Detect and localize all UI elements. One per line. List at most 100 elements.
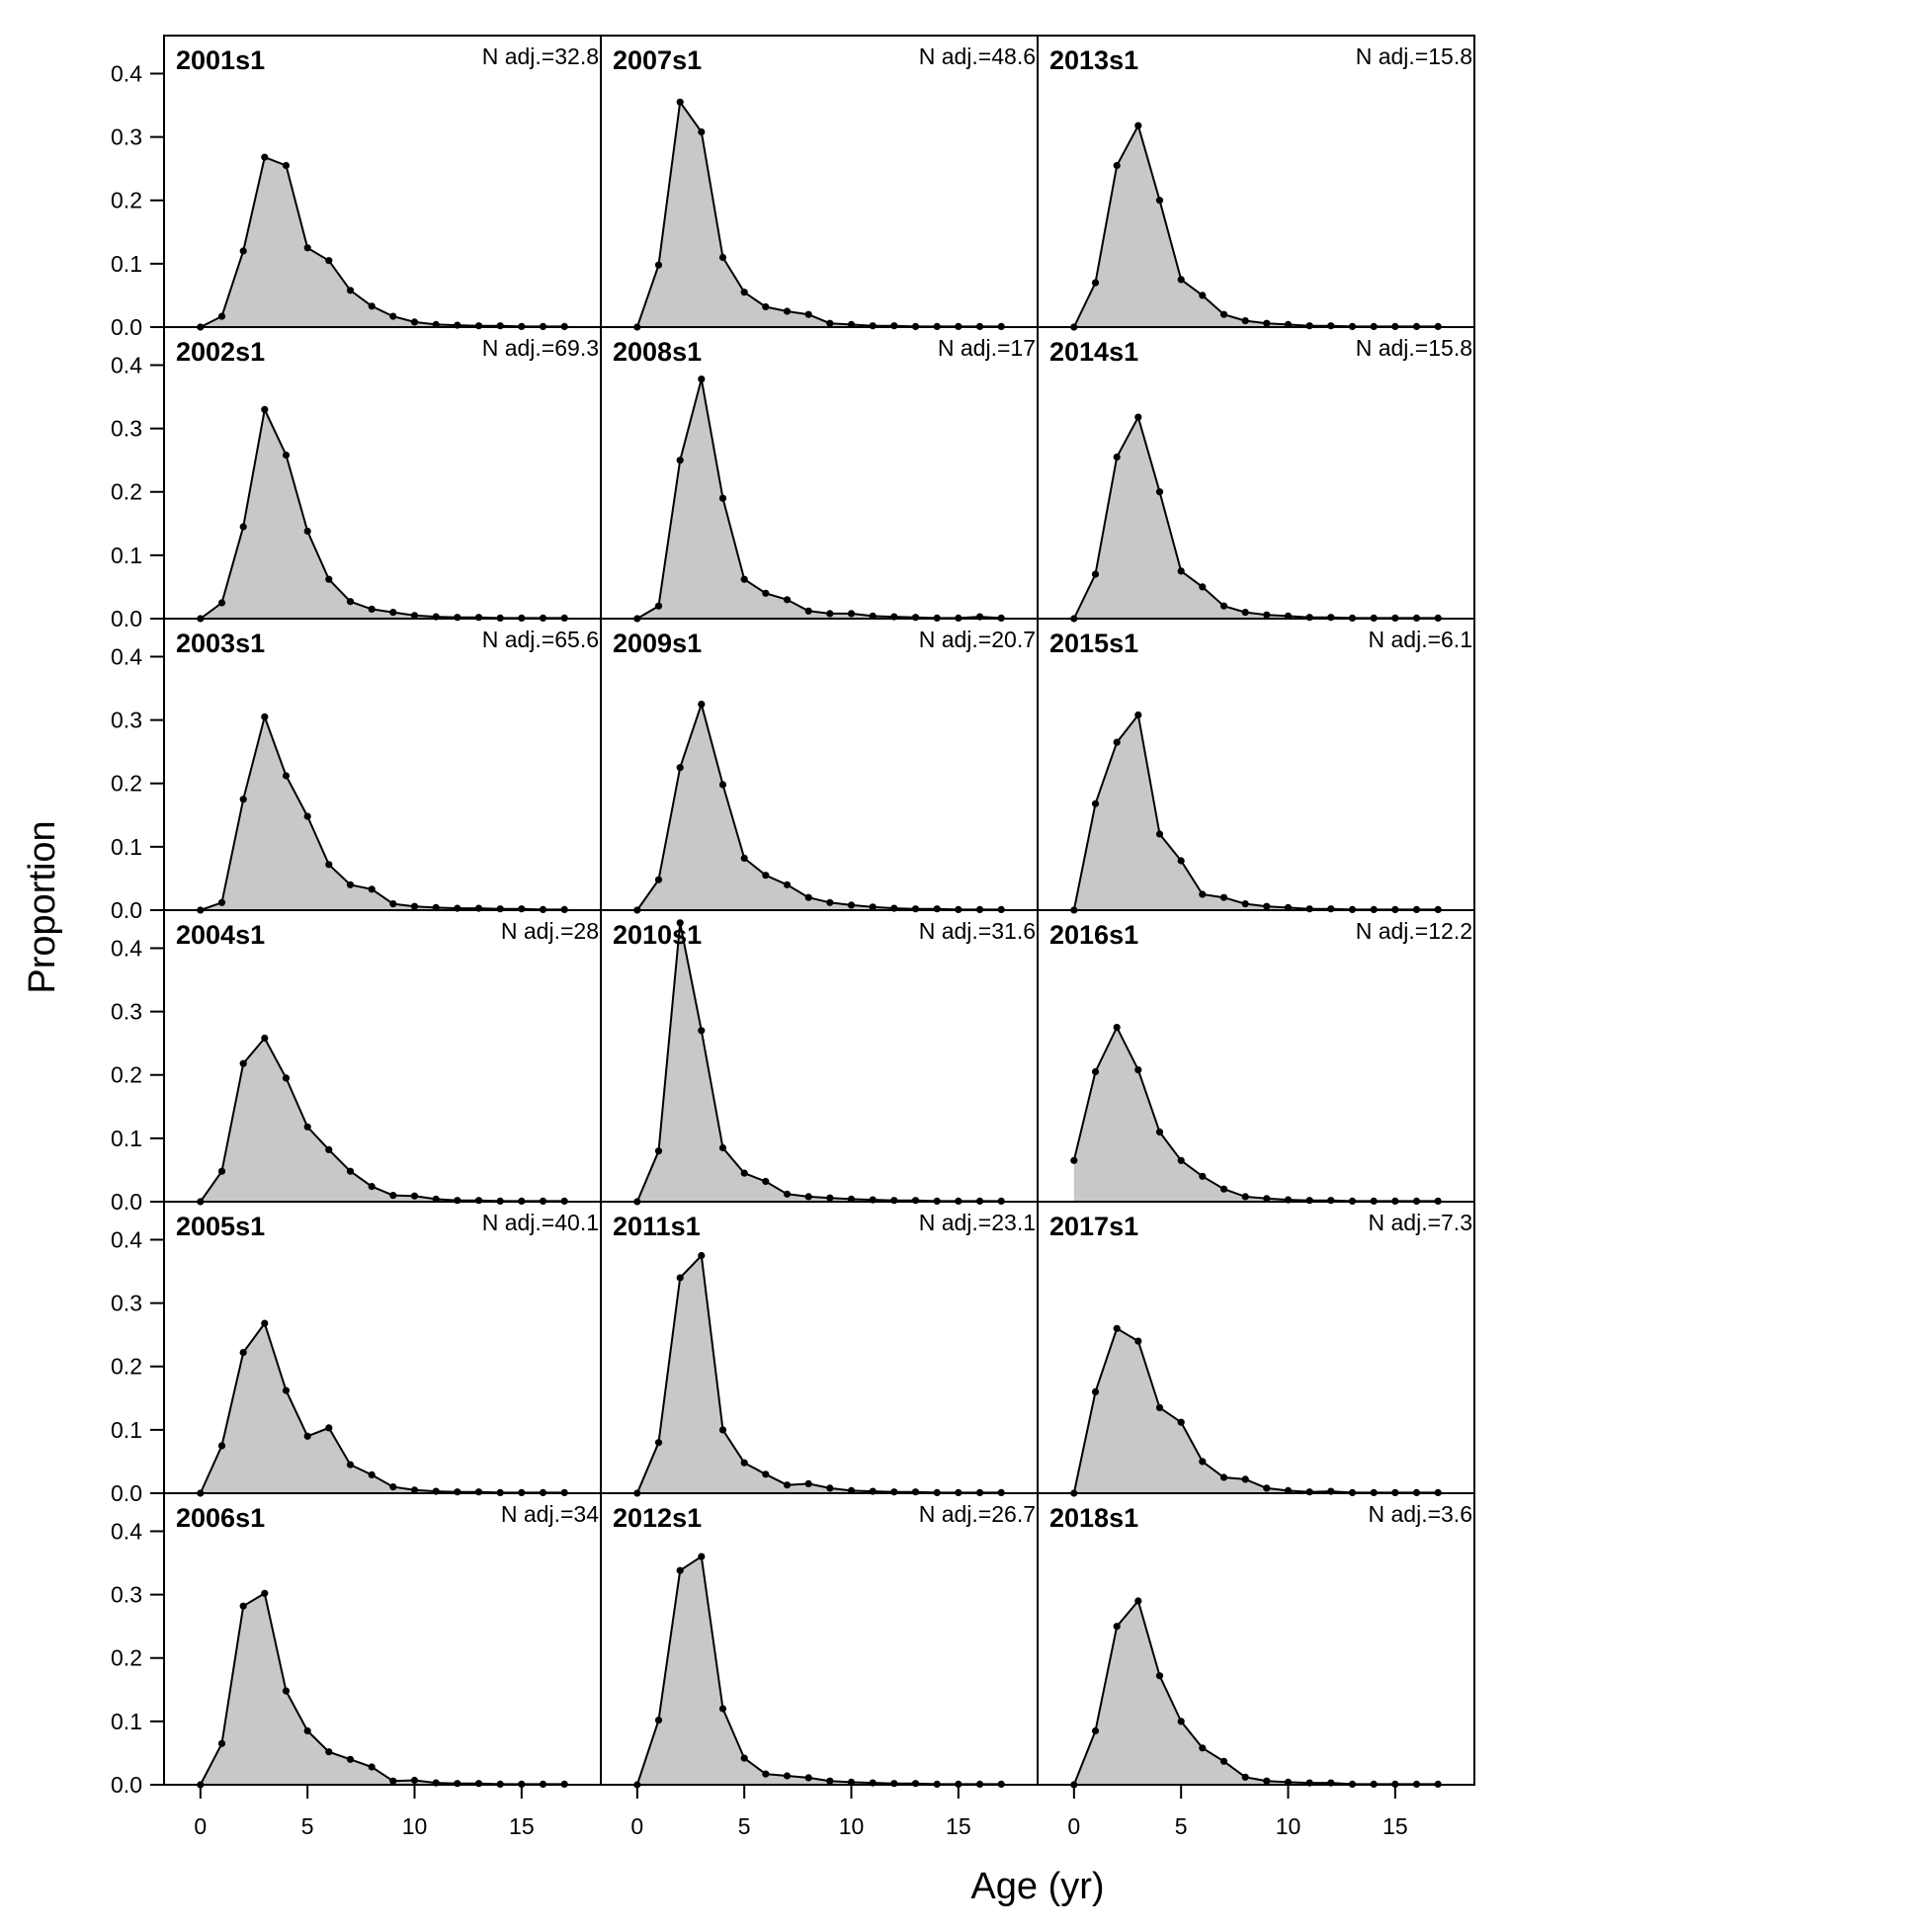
data-point-age-9 <box>826 898 834 906</box>
data-point-age-4 <box>1155 830 1164 838</box>
data-point-age-2 <box>239 1602 247 1610</box>
area-fill <box>636 378 1002 619</box>
data-point-age-7 <box>1219 893 1228 901</box>
data-point-age-2 <box>239 523 247 531</box>
n-adj-label: N adj.=69.3 <box>482 335 599 361</box>
panel-label: 2011s1 <box>613 1212 701 1241</box>
y-axis-title: Proportion <box>22 820 63 993</box>
data-point-age-8 <box>368 885 376 893</box>
y-tick-label: 0.3 <box>111 1291 142 1316</box>
panel-2016s1: 2016s1 N adj.=12.2 <box>1037 909 1475 1205</box>
data-point-age-12 <box>454 1488 461 1496</box>
data-point-age-1 <box>654 1717 663 1724</box>
data-point-age-11 <box>1305 1488 1313 1496</box>
x-tick-label: 0 <box>630 1813 643 1839</box>
panel-label: 2005s1 <box>176 1212 265 1241</box>
y-tick-label: 0.0 <box>111 1189 142 1215</box>
data-point-age-7 <box>783 596 792 604</box>
data-point-age-8 <box>1241 317 1249 325</box>
data-point-age-12 <box>890 1197 898 1205</box>
panel-label: 2016s1 <box>1049 920 1138 950</box>
panel-2003s1: 2003s1 N adj.=65.6 0.0 0.1 0.2 0.3 0.4 <box>111 618 602 923</box>
y-tick-label: 0.1 <box>111 543 142 568</box>
data-point-age-10 <box>410 1192 419 1200</box>
data-point-age-15 <box>518 905 526 913</box>
data-point-age-5 <box>740 854 748 863</box>
data-point-age-4 <box>1155 1672 1164 1680</box>
y-tick-label: 0.4 <box>111 935 142 961</box>
data-point-age-1 <box>1091 570 1100 578</box>
data-point-age-1 <box>654 602 663 610</box>
area-fill <box>1073 1328 1439 1493</box>
n-adj-label: N adj.=32.8 <box>482 43 599 69</box>
data-point-age-7 <box>783 1190 792 1198</box>
data-point-age-5 <box>1177 1718 1185 1725</box>
data-point-age-10 <box>847 901 856 909</box>
panel-2005s1: 2005s1 N adj.=40.1 0.0 0.1 0.2 0.3 0.4 <box>111 1201 602 1506</box>
data-point-age-5 <box>1177 1156 1185 1164</box>
panel-2014s1: 2014s1 N adj.=15.8 <box>1037 326 1475 623</box>
data-point-age-12 <box>890 1488 898 1496</box>
panel-2012s1: 2012s1 N adj.=26.7 0 5 10 15 <box>600 1492 1039 1839</box>
data-point-age-2 <box>676 457 684 464</box>
panel-2015s1: 2015s1 N adj.=6.1 <box>1037 618 1475 914</box>
n-adj-label: N adj.=17 <box>938 335 1036 361</box>
data-point-age-3 <box>261 153 269 161</box>
data-point-age-5 <box>303 1432 311 1440</box>
x-tick-label: 15 <box>946 1813 971 1839</box>
data-point-age-2 <box>676 1566 684 1574</box>
n-adj-label: N adj.=7.3 <box>1369 1210 1473 1235</box>
panel-label: 2004s1 <box>176 920 265 950</box>
data-point-age-4 <box>718 1143 727 1152</box>
area-fill <box>1073 417 1439 619</box>
data-point-age-7 <box>346 1755 355 1763</box>
panel-label: 2009s1 <box>613 629 702 658</box>
n-adj-label: N adj.=34 <box>501 1501 599 1527</box>
data-point-age-7 <box>783 1481 792 1489</box>
data-point-age-9 <box>826 1194 834 1202</box>
y-tick-label: 0.2 <box>111 1645 142 1671</box>
y-tick-label: 0.1 <box>111 251 142 277</box>
data-point-age-6 <box>1199 1458 1207 1466</box>
data-point-age-2 <box>239 1349 247 1357</box>
data-point-age-2 <box>676 764 684 772</box>
data-point-age-9 <box>389 609 397 617</box>
panel-2009s1: 2009s1 N adj.=20.7 <box>600 618 1039 914</box>
y-tick-label: 0.2 <box>111 1354 142 1380</box>
data-point-age-3 <box>698 1553 706 1560</box>
data-point-age-4 <box>718 1426 727 1434</box>
data-point-age-7 <box>346 287 355 294</box>
data-point-age-4 <box>282 161 291 170</box>
panel-2010s1: 2010s1 N adj.=31.6 <box>600 909 1039 1206</box>
data-point-age-4 <box>718 781 727 789</box>
data-point-age-10 <box>410 902 419 910</box>
data-point-age-3 <box>261 1319 269 1327</box>
data-point-age-13 <box>474 1780 483 1788</box>
data-point-age-11 <box>869 322 877 330</box>
data-point-age-10 <box>410 318 419 326</box>
data-point-age-11 <box>1305 322 1313 330</box>
x-tick-label: 0 <box>194 1813 207 1839</box>
data-point-age-6 <box>1199 1172 1207 1180</box>
data-point-age-7 <box>346 1167 355 1175</box>
data-point-age-7 <box>1219 1185 1228 1193</box>
x-tick-label: 10 <box>1276 1813 1301 1839</box>
data-point-age-3 <box>698 376 706 383</box>
data-point-age-3 <box>1134 122 1142 129</box>
data-point-age-12 <box>454 1197 461 1205</box>
data-point-age-8 <box>1241 900 1249 908</box>
data-point-age-3 <box>1134 413 1142 421</box>
panels-layer: 2001s1 N adj.=32.8 0.0 0.1 0.2 0.3 0.4 2002s1 N … <box>111 35 1475 1839</box>
panel-label: 2001s1 <box>176 45 265 75</box>
area-fill <box>1073 714 1439 910</box>
panel-frame <box>1037 1492 1475 1786</box>
data-point-age-7 <box>783 1772 792 1780</box>
data-point-age-8 <box>368 302 376 310</box>
area-fill <box>200 409 565 619</box>
data-point-age-13 <box>911 1197 920 1205</box>
data-point-age-10 <box>410 1776 419 1785</box>
series-line <box>200 155 565 328</box>
data-point-age-6 <box>762 1177 770 1186</box>
data-point-age-7 <box>1219 310 1228 318</box>
